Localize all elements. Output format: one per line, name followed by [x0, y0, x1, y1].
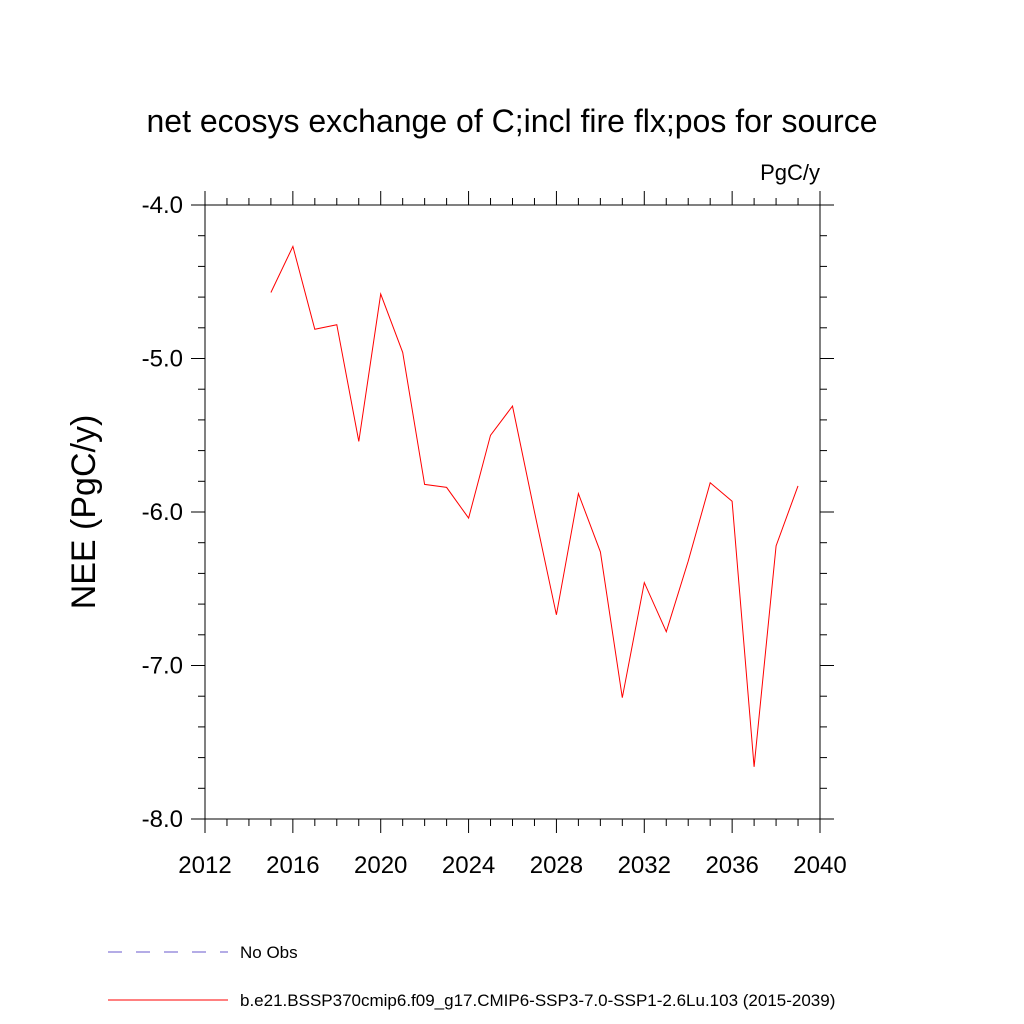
chart-title: net ecosys exchange of C;incl fire flx;p…	[146, 103, 877, 139]
x-tick-label: 2016	[266, 852, 319, 879]
y-tick-label: -7.0	[142, 653, 183, 680]
x-tick-label: 2012	[178, 852, 231, 879]
y-tick-label: -6.0	[142, 499, 183, 526]
plot-frame	[204, 204, 821, 820]
y-axis-label: NEE (PgC/y)	[65, 415, 103, 610]
legend-label-model-run: b.e21.BSSP370cmip6.f09_g17.CMIP6-SSP3-7.…	[240, 991, 835, 1010]
x-tick-label: 2028	[530, 852, 583, 879]
x-tick-label: 2040	[793, 852, 846, 879]
x-tick-label: 2024	[442, 852, 495, 879]
legend: No Obs b.e21.BSSP370cmip6.f09_g17.CMIP6-…	[108, 943, 835, 1010]
axis-tick-labels: 2012 2016 2020 2024 2028 2032 2036 2040 -4.0 -5.0…	[142, 192, 847, 879]
series-line	[270, 244, 799, 767]
axis-ticks	[191, 191, 834, 833]
y-tick-label: -8.0	[142, 806, 183, 833]
units-label: PgC/y	[760, 160, 820, 185]
y-tick-label: -4.0	[142, 192, 183, 219]
x-tick-label: 2020	[354, 852, 407, 879]
x-tick-label: 2032	[618, 852, 671, 879]
y-tick-label: -5.0	[142, 346, 183, 373]
legend-label-no-obs: No Obs	[240, 943, 298, 962]
x-tick-label: 2036	[705, 852, 758, 879]
series-layer	[270, 244, 799, 767]
